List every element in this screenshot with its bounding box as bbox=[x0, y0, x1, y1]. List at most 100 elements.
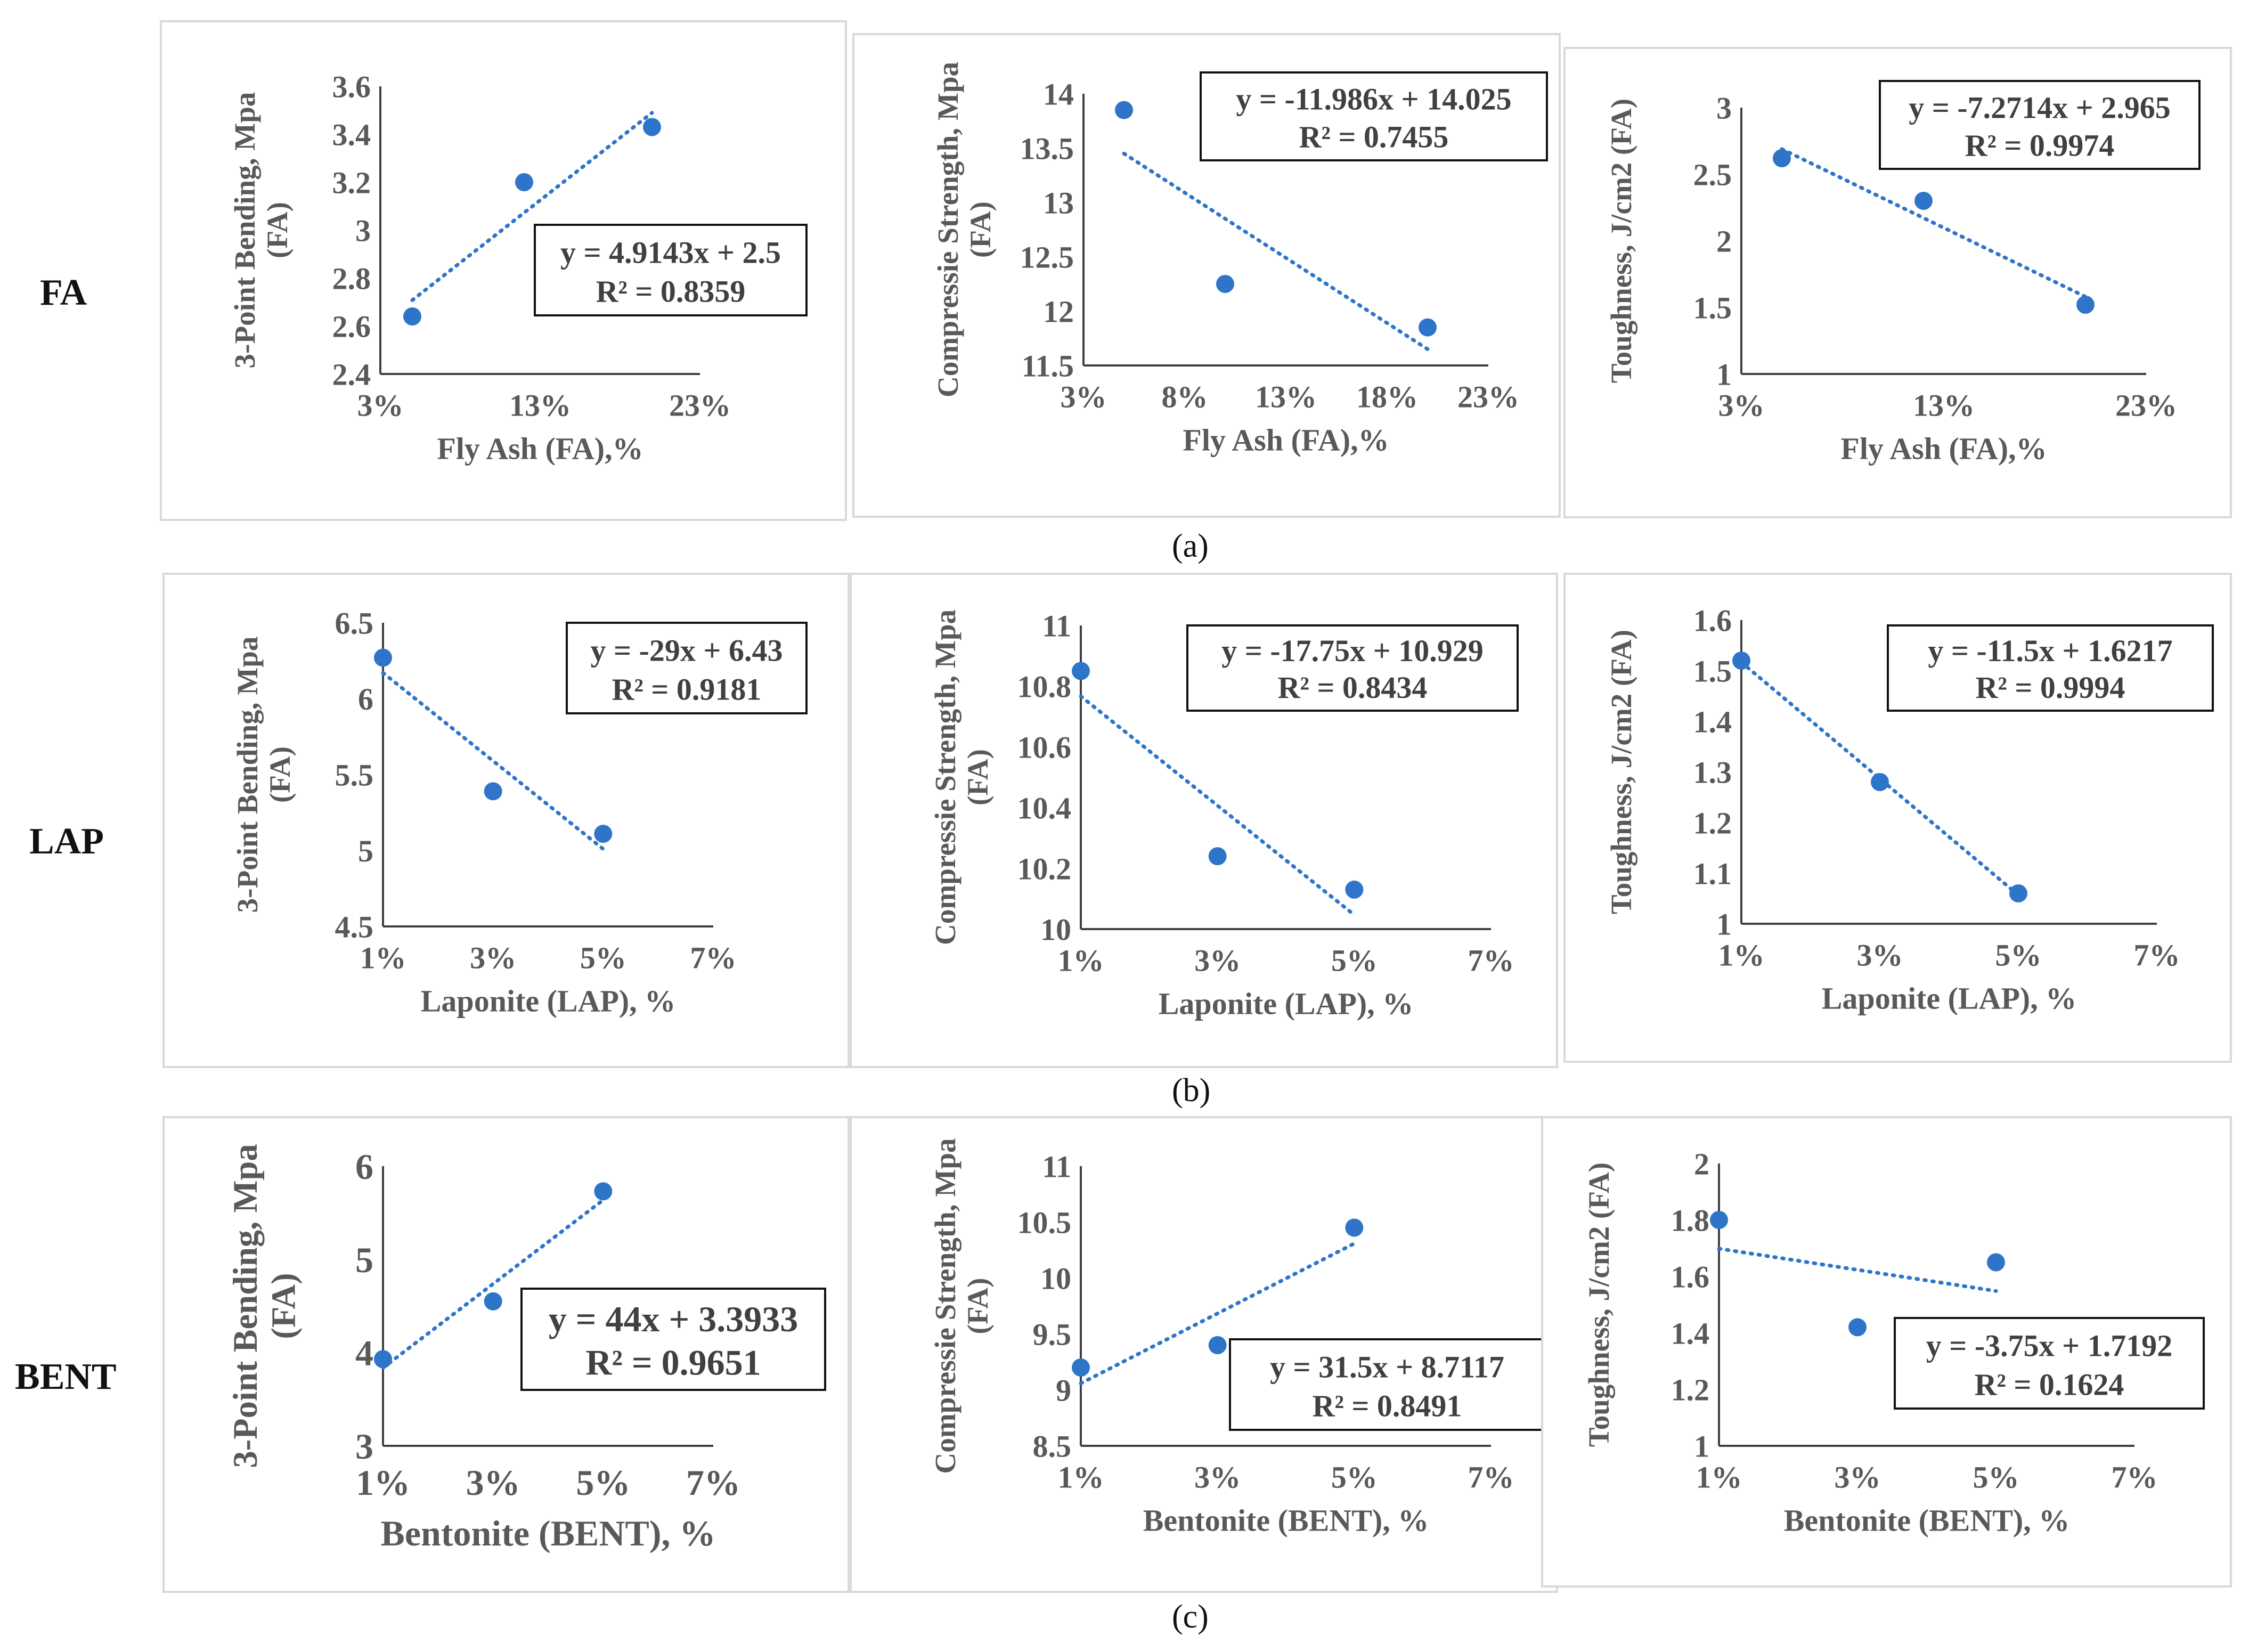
trendline-equation: y = -29x + 6.43 bbox=[591, 633, 783, 668]
chart-panel-fa-compressive: 11.5 12 12.5 13 13.5 14 3% 8% 13% 18% 23% Fly Ash (… bbox=[852, 33, 1561, 518]
y-tick-label: 1 bbox=[1716, 357, 1732, 392]
y-tick-label: 2.4 bbox=[332, 357, 371, 392]
y-tick-label: 1.6 bbox=[1671, 1259, 1710, 1294]
y-tick-label: 4 bbox=[355, 1333, 373, 1373]
trendline-r2: R² = 0.9974 bbox=[1965, 128, 2115, 162]
row-label-lap: LAP bbox=[29, 821, 104, 862]
data-point bbox=[643, 118, 661, 136]
x-tick-label: 3% bbox=[1194, 1460, 1241, 1494]
x-tick-label: 1% bbox=[356, 1462, 410, 1503]
x-axis-label: Laponite (LAP), % bbox=[421, 984, 676, 1019]
y-axis-label: Toughness, J/cm2 (FA) bbox=[1605, 630, 1637, 914]
trendline-r2: R² = 0.8491 bbox=[1313, 1389, 1462, 1423]
y-tick-label: 1.4 bbox=[1693, 704, 1732, 739]
trendline bbox=[381, 671, 605, 851]
x-tick-label: 8% bbox=[1162, 379, 1208, 414]
x-tick-label: 7% bbox=[686, 1462, 740, 1503]
x-tick-label: 5% bbox=[576, 1462, 630, 1503]
data-point bbox=[1072, 1358, 1090, 1377]
x-tick-label: 3% bbox=[357, 388, 404, 422]
y-tick-label: 3.2 bbox=[332, 165, 371, 200]
y-tick-label: 13.5 bbox=[1020, 131, 1074, 166]
trendline bbox=[410, 111, 654, 302]
y-tick-label: 2.6 bbox=[332, 309, 371, 344]
data-point bbox=[1710, 1211, 1728, 1229]
y-tick-label: 12 bbox=[1043, 294, 1074, 329]
trendline-r2: R² = 0.8359 bbox=[596, 274, 746, 309]
y-tick-label: 10.2 bbox=[1017, 851, 1072, 886]
y-tick-label: 1.2 bbox=[1671, 1372, 1710, 1407]
chart-svg-1: 11.5 12 12.5 13 13.5 14 3% 8% 13% 18% 23% Fly Ash (… bbox=[932, 62, 1548, 458]
x-tick-label: 23% bbox=[2115, 388, 2177, 422]
trendline bbox=[1079, 1241, 1356, 1386]
y-tick-label: 10.4 bbox=[1017, 791, 1072, 825]
x-axis-label: Laponite (LAP), % bbox=[1822, 981, 2077, 1016]
y-tick-label: 9.5 bbox=[1033, 1317, 1072, 1352]
data-point bbox=[515, 173, 533, 191]
trendline-equation: y = -3.75x + 1.7192 bbox=[1926, 1328, 2172, 1363]
x-tick-label: 1% bbox=[1696, 1460, 1742, 1494]
y-tick-label: 14 bbox=[1043, 77, 1074, 111]
y-tick-label: 5.5 bbox=[335, 758, 374, 792]
y-axis-label: Compressie Strength, Mpa(FA) bbox=[929, 609, 994, 945]
trendline-r2: R² = 0.1624 bbox=[1975, 1368, 2124, 1402]
x-tick-label: 3% bbox=[1061, 379, 1107, 414]
data-point bbox=[1773, 149, 1791, 167]
data-point bbox=[594, 825, 613, 843]
x-axis-label: Bentonite (BENT), % bbox=[1143, 1503, 1429, 1538]
x-tick-label: 13% bbox=[509, 388, 571, 422]
y-tick-label: 9 bbox=[1056, 1373, 1071, 1407]
chart-panel-lap-bending: 4.5 5 5.5 6 6.5 1% 3% 5% 7% Laponite (LAP), % 3-Po… bbox=[162, 573, 850, 1068]
y-tick-label: 11 bbox=[1042, 1149, 1071, 1184]
caption-b: (b) bbox=[1172, 1072, 1211, 1109]
data-point bbox=[2076, 296, 2095, 314]
chart-svg-8: 1 1.2 1.4 1.6 1.8 2 1% 3% 5% 7% Bentonite (BENT), … bbox=[1583, 1146, 2205, 1538]
data-point bbox=[374, 648, 392, 667]
row-label-fa: FA bbox=[40, 272, 87, 313]
chart-panel-fa-bending: 2.4 2.6 2.8 3 3.2 3.4 3.6 3% 13% 23% Fly Ash (FA),… bbox=[160, 20, 847, 521]
trendline bbox=[1122, 151, 1430, 351]
data-point bbox=[1914, 192, 1933, 210]
caption-a: (a) bbox=[1172, 528, 1209, 564]
x-tick-label: 1% bbox=[360, 940, 406, 975]
y-tick-label: 5 bbox=[358, 834, 373, 868]
y-tick-label: 5 bbox=[355, 1240, 373, 1280]
x-tick-label: 5% bbox=[1331, 943, 1378, 978]
x-axis-label: Fly Ash (FA),% bbox=[1183, 423, 1389, 458]
x-tick-label: 18% bbox=[1356, 379, 1418, 414]
x-tick-label: 7% bbox=[1468, 1460, 1514, 1494]
trendline-equation: y = -11.5x + 1.6217 bbox=[1928, 633, 2172, 668]
x-tick-label: 7% bbox=[2112, 1460, 2158, 1494]
y-axis-label: Toughness, J/cm2 (FA) bbox=[1605, 99, 1637, 383]
trendline bbox=[1780, 147, 2088, 299]
x-tick-label: 7% bbox=[1468, 943, 1514, 978]
data-point bbox=[1848, 1318, 1867, 1337]
y-tick-label: 2.5 bbox=[1693, 157, 1732, 192]
y-axis-label: 3-Point Bending, Mpa(FA) bbox=[229, 92, 294, 369]
y-tick-label: 3 bbox=[1716, 91, 1732, 125]
x-tick-label: 7% bbox=[690, 940, 737, 975]
x-tick-label: 1% bbox=[1058, 943, 1104, 978]
y-tick-label: 1.4 bbox=[1671, 1316, 1710, 1350]
chart-panel-bent-toughness: 1 1.2 1.4 1.6 1.8 2 1% 3% 5% 7% Bentonite (BENT), … bbox=[1541, 1116, 2232, 1588]
x-axis-label: Laponite (LAP), % bbox=[1159, 987, 1414, 1021]
x-tick-label: 5% bbox=[1973, 1460, 2019, 1494]
trendline-equation: y = 4.9143x + 2.5 bbox=[560, 235, 781, 270]
equation-box bbox=[534, 224, 808, 316]
data-point bbox=[1732, 652, 1750, 670]
equation-box bbox=[1186, 624, 1519, 712]
equation-box bbox=[520, 1288, 826, 1391]
chart-svg-7: 8.5 9 9.5 10 10.5 11 1% 3% 5% 7% Bentonite (BENT),… bbox=[929, 1138, 1545, 1538]
y-tick-label: 3 bbox=[355, 213, 371, 248]
y-tick-label: 6.5 bbox=[335, 606, 374, 640]
y-tick-label: 6 bbox=[358, 682, 373, 717]
y-tick-label: 10.6 bbox=[1017, 730, 1072, 764]
y-tick-label: 3.4 bbox=[332, 117, 371, 152]
trendline-equation: y = -11.986x + 14.025 bbox=[1236, 82, 1511, 116]
data-point bbox=[1419, 318, 1437, 337]
y-axis-label: Compressie Strength, Mpa(FA) bbox=[932, 62, 997, 397]
chart-svg-5: 1 1.1 1.2 1.3 1.4 1.5 1.6 1% 3% 5% 7% Laponite (LAP… bbox=[1605, 603, 2214, 1016]
data-point bbox=[2009, 884, 2027, 902]
data-point bbox=[1208, 1336, 1227, 1354]
y-tick-label: 11.5 bbox=[1022, 348, 1074, 383]
